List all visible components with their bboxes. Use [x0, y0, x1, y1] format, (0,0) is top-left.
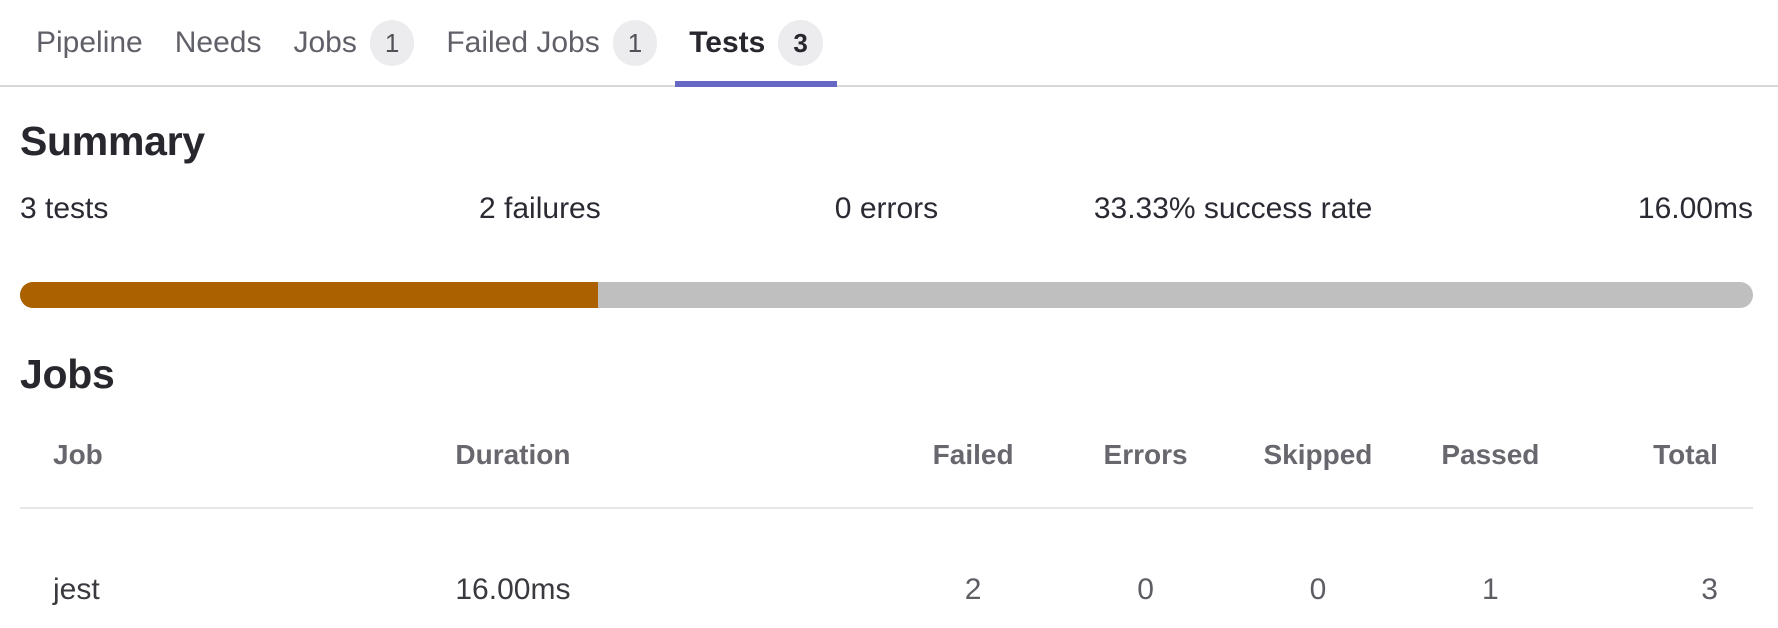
- col-header-skipped: Skipped: [1263, 439, 1373, 471]
- tab-jobs-label: Jobs: [293, 25, 357, 59]
- cell-job-name[interactable]: jest: [53, 573, 100, 607]
- col-header-duration: Duration: [455, 439, 571, 471]
- col-header-passed: Passed: [1441, 439, 1540, 471]
- summary-heading: Summary: [20, 118, 205, 164]
- tab-tests-label: Tests: [689, 25, 766, 59]
- jobs-heading: Jobs: [20, 351, 115, 398]
- col-header-errors: Errors: [1103, 439, 1188, 471]
- progress-fill: [20, 282, 598, 309]
- jobs-table-body: jest 16.00ms 2 0 0 1 3: [20, 509, 1753, 607]
- tab-jobs-count-badge: 1: [369, 19, 415, 66]
- cell-passed: 1: [1482, 573, 1499, 607]
- pipeline-tabs: Pipeline Needs Jobs 1 Failed Jobs 1 Test…: [0, 0, 1778, 87]
- col-header-job: Job: [53, 439, 103, 471]
- jobs-table-header: Job Duration Failed Errors Skipped Passe…: [20, 433, 1753, 510]
- cell-failed: 2: [964, 573, 982, 607]
- tab-tests-count-badge: 3: [778, 19, 823, 66]
- progress-track: [20, 282, 1753, 309]
- jobs-table: Job Duration Failed Errors Skipped Passe…: [20, 433, 1753, 607]
- tab-pipeline[interactable]: Pipeline: [20, 0, 159, 85]
- stat-errors: 0 errors: [834, 192, 939, 226]
- stat-failures: 2 failures: [479, 192, 601, 226]
- tab-pipeline-label: Pipeline: [36, 25, 143, 59]
- tab-tests[interactable]: Tests 3: [673, 0, 839, 87]
- stat-total-tests: 3 tests: [20, 192, 109, 226]
- summary-stats-row: 3 tests 2 failures 0 errors 33.33% succe…: [20, 192, 1753, 226]
- tab-failed-jobs-count-badge: 1: [612, 19, 658, 66]
- stat-success-rate: 33.33% success rate: [1093, 192, 1373, 226]
- tab-needs[interactable]: Needs: [159, 0, 278, 85]
- tab-jobs[interactable]: Jobs 1: [277, 0, 430, 85]
- tab-failed-jobs-label: Failed Jobs: [446, 25, 600, 59]
- stat-duration: 16.00ms: [1637, 192, 1753, 226]
- tab-failed-jobs[interactable]: Failed Jobs 1: [430, 0, 673, 85]
- tests-tab-panel: Summary 3 tests 2 failures 0 errors 33.3…: [0, 117, 1778, 607]
- cell-total: 3: [1701, 573, 1718, 607]
- col-header-failed: Failed: [932, 439, 1014, 471]
- table-row-jest[interactable]: jest 16.00ms 2 0 0 1 3: [20, 509, 1753, 607]
- col-header-total: Total: [1653, 439, 1718, 471]
- cell-duration: 16.00ms: [455, 573, 571, 607]
- cell-skipped: 0: [1309, 573, 1327, 607]
- tab-needs-label: Needs: [174, 25, 262, 59]
- cell-errors: 0: [1137, 573, 1154, 607]
